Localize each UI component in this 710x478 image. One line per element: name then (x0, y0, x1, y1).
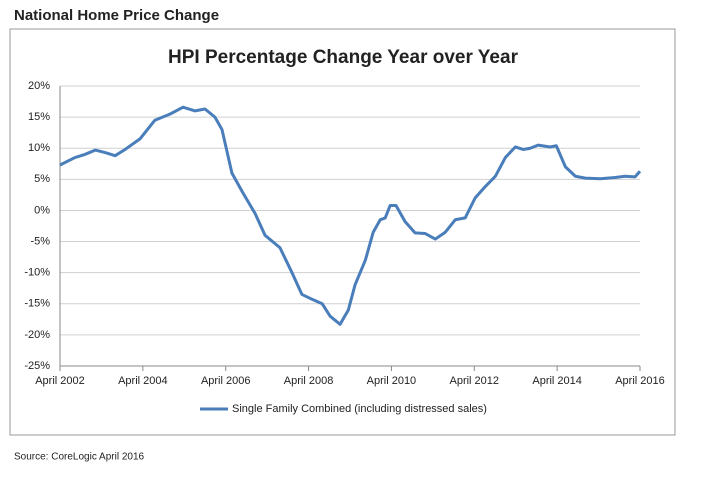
y-tick-label: 15% (28, 111, 50, 123)
x-tick-label: April 2002 (35, 375, 85, 387)
x-tick-label: April 2014 (532, 375, 582, 387)
x-tick-label: April 2010 (367, 375, 417, 387)
y-tick-label: 5% (34, 173, 50, 185)
header: National Home Price Change (14, 7, 219, 24)
x-tick-label: April 2012 (450, 375, 500, 387)
x-tick-label: April 2006 (201, 375, 251, 387)
x-tick-label: April 2004 (118, 375, 168, 387)
y-tick-label: -25% (24, 360, 50, 372)
chart-frame (9, 28, 676, 436)
x-tick-label: April 2008 (284, 375, 334, 387)
chart-title: HPI Percentage Change Year over Year (168, 47, 519, 68)
y-tick-label: 0% (34, 204, 50, 216)
y-tick-label: 10% (28, 142, 50, 154)
x-tick-label: April 2016 (615, 375, 665, 387)
y-tick-label: 20% (28, 80, 50, 92)
y-tick-label: -15% (24, 298, 50, 310)
y-tick-label: -5% (30, 235, 50, 247)
y-tick-label: -20% (24, 329, 50, 341)
source: Source: CoreLogic April 2016 (14, 452, 145, 463)
line (59, 105, 642, 326)
y-tick-label: -10% (24, 267, 50, 279)
legend-label: Single Family Combined (including distre… (232, 403, 487, 415)
